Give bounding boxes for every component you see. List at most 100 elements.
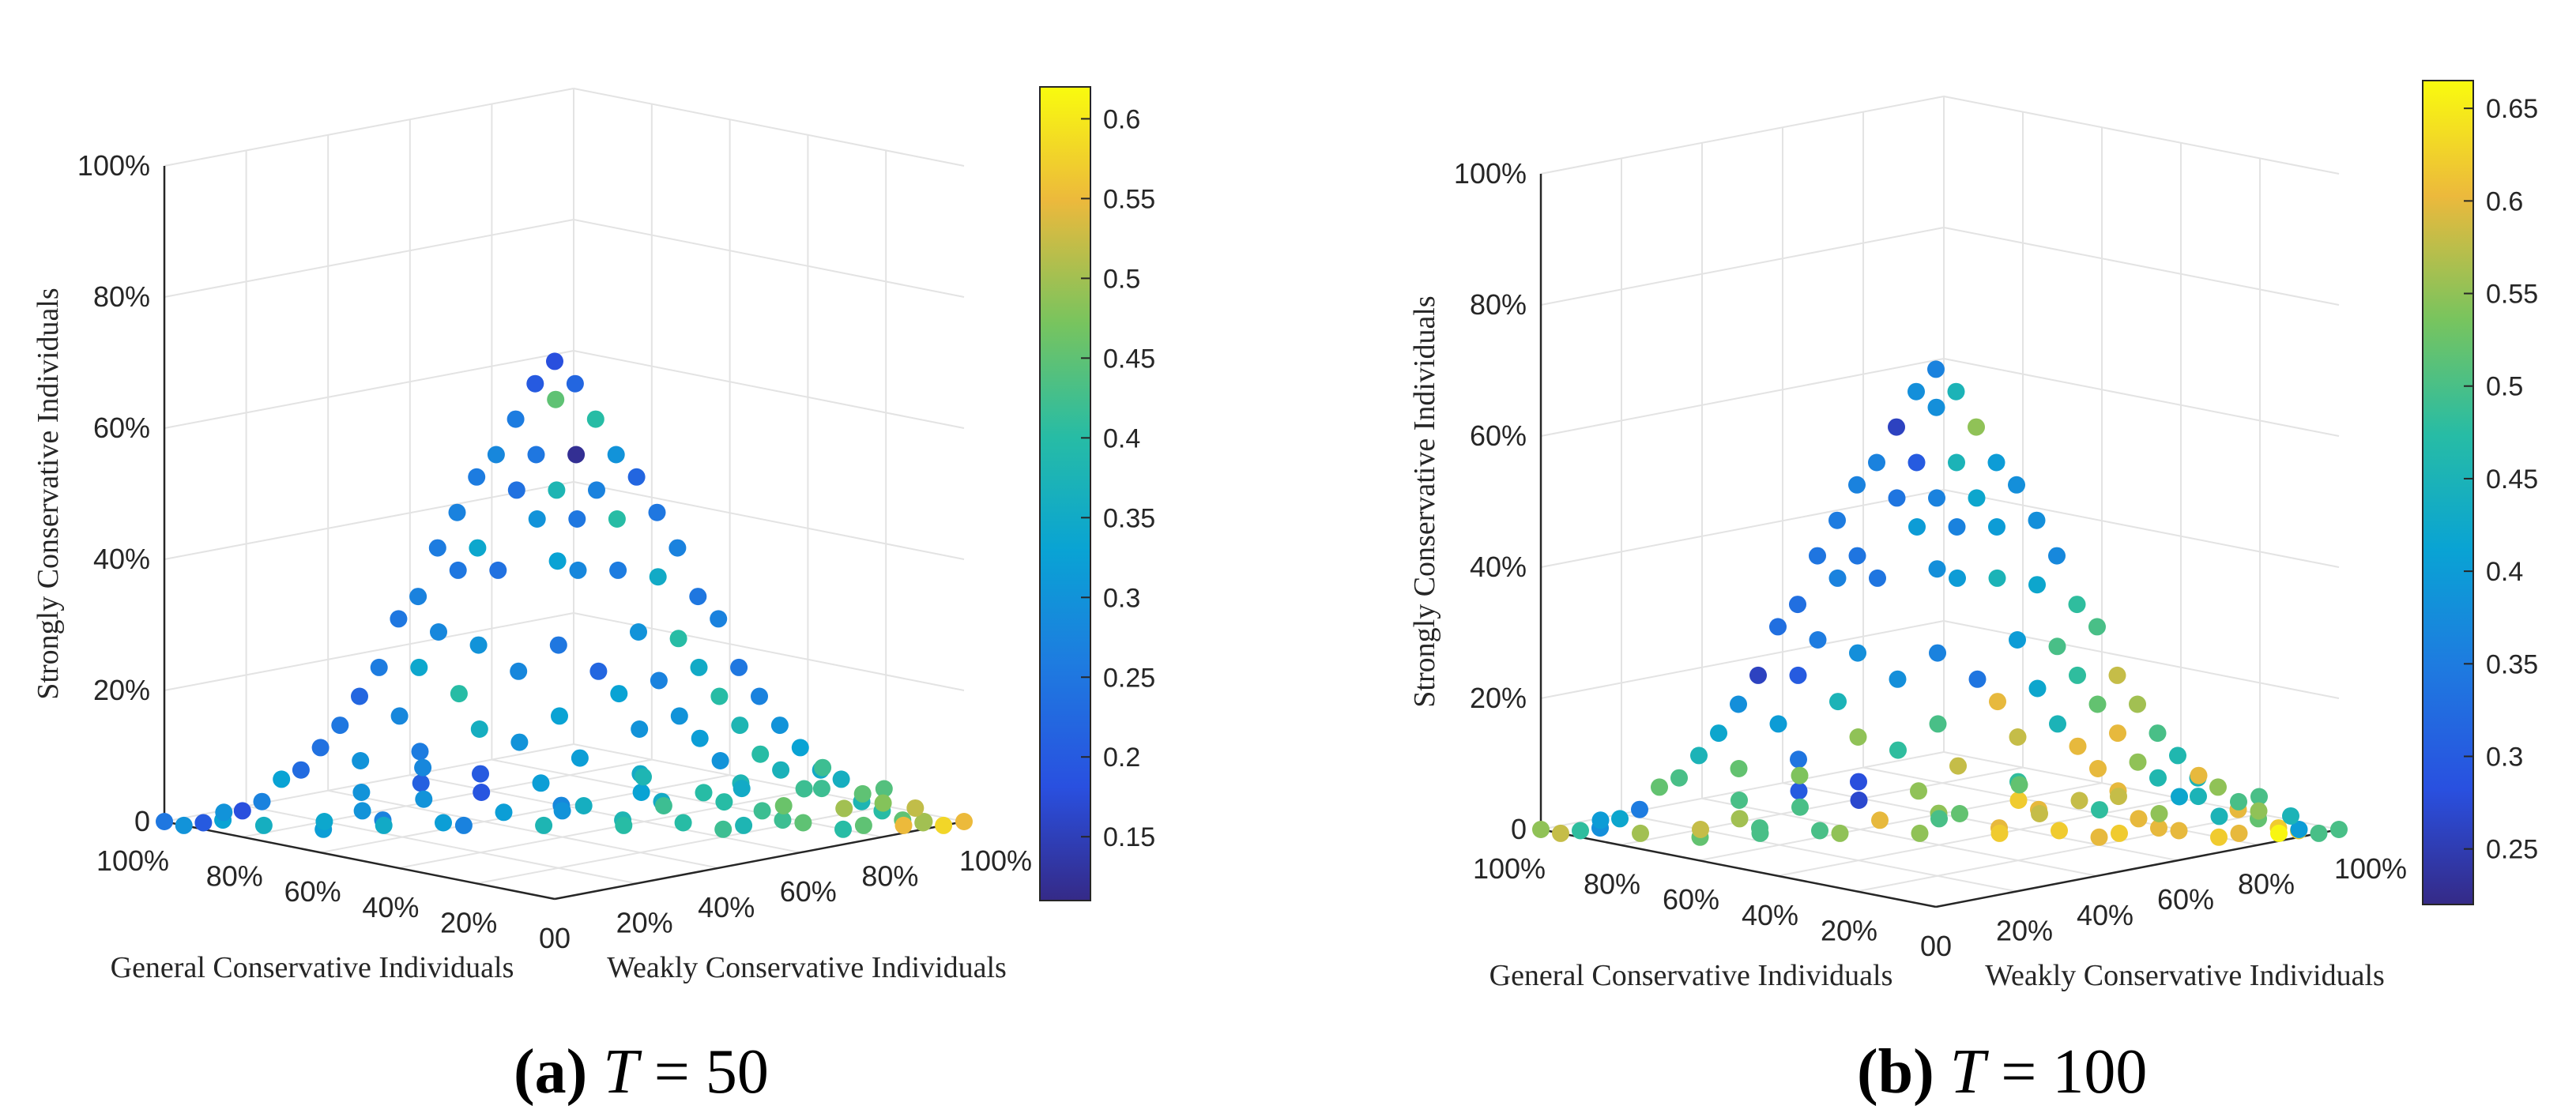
panel-b-data-point [1948,453,1965,472]
panel-b-z-tick-label: 80% [1470,288,1527,321]
panel-b-gridlines [1540,96,2340,893]
panel-b-data-point [1769,715,1787,733]
panel-b-data-point [2088,695,2107,713]
panel-a-gridlines [164,88,965,885]
panel-a-data-point [487,446,505,464]
panel-b-data-point [2230,792,2247,810]
panel-a-data-point [469,539,487,557]
panel-b-data-point [1889,741,1907,759]
panel-b-data-point [1928,489,1945,507]
panel-a-colorbar-ticks: 0.15 0.2 0.25 0.3 0.35 0.4 0.45 0.5 0.55 0.6 [1081,104,1155,852]
panel-a-data-point [751,687,768,705]
panel-a-data-point [569,561,587,579]
panel-a-data-point [835,799,853,818]
panel-a-data-point [571,749,589,767]
panel-b-data-point [2090,828,2108,846]
panel-b-grid-line [1619,766,2024,846]
panel-b-data-point [2009,792,2028,809]
panel-a-data-point [710,610,728,628]
panel-b-data-point [1789,666,1807,684]
panel-a-x-tick-label: 80% [861,860,918,893]
panel-a-data-point [607,446,625,464]
panel-a-data-point [375,816,393,834]
panel-a-tick-labels: 0 20% 40% 60% 80% 100%100% 80% 60% 40% 20% 0020%40… [77,149,1032,954]
panel-a-data-point [551,707,568,725]
panel-a-data-point [630,623,647,641]
panel-b-data-point [1848,476,1866,494]
panel-a-data-point [714,820,733,838]
panel-b-grid-line [1777,797,2182,877]
panel-b-data-point [1850,773,1867,791]
panel-b-data-point [1988,518,2005,536]
panel-b-data-point [1968,489,1986,507]
panel-a-data-point [526,374,544,393]
panel-a-grid-line [320,774,730,854]
panel-a-data-point [609,561,627,579]
panel-b-data-point [1888,489,1906,507]
panel-b-y-axis-line [1540,828,1937,908]
panel-a-data-point [156,813,173,830]
panel-a-caption-variable: T [603,1037,638,1107]
panel-b-y-tick-label: 80% [1584,868,1640,901]
panel-a-colorbar: 0.15 0.2 0.25 0.3 0.35 0.4 0.45 0.5 0.55 0.6 [1039,86,1155,901]
panel-b-data-point [1828,511,1846,529]
panel-a-data-point [352,784,371,801]
panel-a-data-point [435,814,452,832]
panel-b-y-tick-label: 60% [1663,883,1719,916]
panel-a-data-point [568,510,586,528]
panel-b-data-point [2028,679,2047,698]
panel-a-data-point [814,758,832,777]
panel-b-data-point [2190,788,2207,806]
panel-a-data-point [574,797,593,814]
panel-b-data-point [2089,760,2107,777]
panel-b-data-point [1849,644,1866,662]
panel-b-data-point [1871,811,1889,829]
panel-b-z-tick-label: 0 [1511,813,1527,845]
panel-a-data-point [547,390,565,408]
panel-b-data-point [1632,824,1649,842]
panel-a-data-point [695,784,713,802]
panel-a-y-tick-label: 0 [539,922,555,954]
panel-b-grid-line [1943,358,2340,437]
panel-b-data-point [2009,631,2026,649]
panel-a-axes [163,166,965,901]
panel-b-grid-line [1621,813,2017,893]
panel-a-data-point [450,685,468,703]
panel-b-data-point [1968,418,1985,436]
panel-b-colorbar-tick-label: 0.5 [2486,372,2523,402]
panel-a-colorbar-tick-label: 0.3 [1103,583,1140,613]
panel-a-y-tick-label: 80% [206,860,263,893]
panel-a-data-point [549,636,567,654]
panel-a-x-tick-label: 40% [698,891,755,923]
panel-b-data-point [2169,747,2186,765]
panel-a-x-tick-label: 0 [555,922,571,954]
panel-b-data-point [1730,760,1748,777]
panel-b-data-point [1908,382,1925,401]
panel-b-data-point [2049,715,2066,733]
panel-b-data-point [2010,776,2028,794]
panel-b-data-point [2009,728,2027,746]
panel-a-data-point [254,816,273,834]
panel-a-grid-line [164,612,574,691]
panel-a-colorbar-tick-label: 0.6 [1103,104,1140,134]
panel-a-data-point [894,816,913,834]
panel-b-data-point [1591,811,1610,829]
panel-b-caption-equals: = [2001,1037,2037,1107]
panel-a-data-point [710,687,729,705]
panel-b-y-tick-label: 40% [1742,899,1798,931]
panel-b-data-point [2290,821,2308,838]
panel-a-data-point [414,758,432,777]
panel-a-data-point [548,481,566,499]
panel-a-colorbar-tick-label: 0.15 [1103,822,1155,852]
panel-b-data-point [2028,511,2046,529]
panel-b-grid-line [1782,782,2179,862]
panel-b-data-point [1791,766,1809,784]
panel-b-data-point [1611,810,1629,828]
panel-a-data-point [351,687,368,705]
panel-b-grid-line [1943,227,2340,306]
panel-a-data-point [412,774,430,792]
panel-a-data-point [588,481,605,499]
panel-b-data-point [2210,807,2228,826]
panel-a-data-point [292,761,310,779]
